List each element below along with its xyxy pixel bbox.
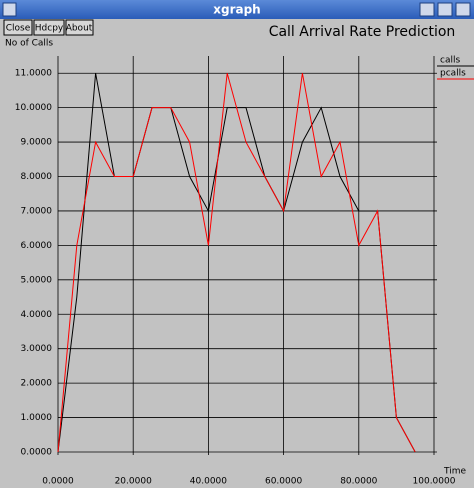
legend-label: pcalls bbox=[440, 69, 466, 79]
maximize-button[interactable] bbox=[437, 2, 453, 17]
y-tick-label: 5.0000 bbox=[21, 275, 53, 285]
close-button[interactable] bbox=[3, 19, 33, 36]
x-tick-label: 20.0000 bbox=[115, 477, 152, 487]
x-axis-label: Time bbox=[443, 467, 466, 477]
y-tick-label: 11.0000 bbox=[15, 69, 52, 79]
close-window-button[interactable] bbox=[455, 2, 471, 17]
y-tick-label: 7.0000 bbox=[21, 206, 53, 216]
window-controls bbox=[419, 2, 471, 17]
y-tick-label: 4.0000 bbox=[21, 310, 53, 320]
window-menu-icon[interactable] bbox=[2, 2, 17, 17]
about-button-label[interactable]: About bbox=[66, 24, 93, 34]
y-tick-label: 2.0000 bbox=[21, 379, 53, 389]
y-axis-label: No of Calls bbox=[5, 39, 53, 49]
x-tick-label: 0.0000 bbox=[42, 477, 74, 487]
x-tick-label: 40.0000 bbox=[190, 477, 227, 487]
x-tick-label: 80.0000 bbox=[340, 477, 377, 487]
close-button-label[interactable]: Close bbox=[6, 24, 31, 34]
y-tick-label: 1.0000 bbox=[21, 413, 53, 423]
hdcpy-button-label[interactable]: Hdcpy bbox=[35, 24, 64, 34]
x-tick-label: 60.0000 bbox=[265, 477, 302, 487]
title-bar bbox=[0, 0, 474, 19]
chart-title: Call Arrival Rate Prediction bbox=[269, 24, 456, 40]
y-tick-label: 0.0000 bbox=[21, 448, 53, 458]
y-tick-label: 3.0000 bbox=[21, 344, 53, 354]
minimize-button[interactable] bbox=[419, 2, 435, 17]
y-tick-label: 6.0000 bbox=[21, 241, 53, 251]
window-title: xgraph bbox=[213, 3, 260, 17]
about-button[interactable] bbox=[65, 19, 94, 36]
hdcpy-button[interactable] bbox=[33, 19, 65, 36]
y-tick-label: 9.0000 bbox=[21, 138, 53, 148]
legend-label: calls bbox=[440, 56, 460, 66]
series-line bbox=[57, 73, 416, 453]
y-tick-label: 10.0000 bbox=[15, 103, 52, 113]
x-tick-label: 100.0000 bbox=[413, 477, 456, 487]
y-tick-label: 8.0000 bbox=[21, 172, 53, 182]
toolbar: Close Hdcpy About bbox=[3, 19, 94, 36]
